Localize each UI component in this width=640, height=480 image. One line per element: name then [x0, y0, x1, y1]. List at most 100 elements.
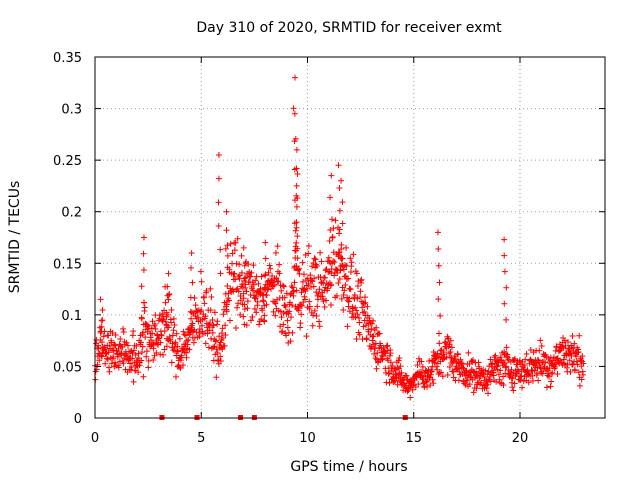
- data-point: [140, 329, 147, 336]
- data-point: [370, 333, 377, 340]
- data-point: [115, 345, 122, 352]
- data-point: [261, 318, 268, 325]
- data-point: [208, 293, 215, 300]
- data-point: [222, 332, 229, 339]
- data-point: [185, 336, 192, 343]
- data-point: [387, 350, 394, 357]
- data-point: [240, 313, 247, 320]
- data-point: [580, 360, 587, 367]
- data-point: [97, 296, 104, 303]
- data-point: [234, 235, 241, 242]
- data-point: [567, 349, 574, 356]
- data-point: [163, 309, 170, 316]
- data-point: [482, 367, 489, 374]
- data-point: [503, 344, 510, 351]
- data-point: [141, 304, 148, 311]
- data-point: [221, 342, 228, 349]
- data-point: [575, 369, 582, 376]
- data-point: [529, 377, 536, 384]
- data-point: [164, 283, 171, 290]
- data-point: [271, 281, 278, 288]
- data-point: [112, 331, 119, 338]
- y-tick-label: 0.1: [61, 309, 82, 324]
- data-point: [241, 262, 248, 269]
- data-point: [493, 363, 500, 370]
- data-point: [340, 291, 347, 298]
- data-point: [385, 370, 392, 377]
- data-point: [381, 349, 388, 356]
- data-point: [538, 342, 545, 349]
- data-point: [120, 329, 127, 336]
- data-point: [224, 242, 231, 249]
- data-point: [99, 349, 106, 356]
- data-point: [503, 284, 510, 291]
- data-point: [301, 293, 308, 300]
- data-point: [435, 296, 442, 303]
- data-point: [523, 350, 530, 357]
- data-point: [152, 326, 159, 333]
- data-point: [193, 329, 200, 336]
- data-point: [535, 377, 542, 384]
- data-point: [372, 355, 379, 362]
- data-point: [157, 351, 164, 358]
- data-point: [192, 302, 199, 309]
- data-point: [292, 227, 299, 234]
- data-point: [232, 325, 239, 332]
- data-point: [316, 286, 323, 293]
- data-point: [374, 349, 381, 356]
- data-point: [97, 328, 104, 335]
- data-point: [341, 262, 348, 269]
- data-point: [232, 239, 239, 246]
- data-point: [290, 105, 297, 112]
- data-point: [182, 332, 189, 339]
- data-point: [98, 317, 105, 324]
- data-point: [318, 258, 325, 265]
- data-point: [446, 363, 453, 370]
- data-point: [250, 262, 257, 269]
- data-point: [433, 363, 440, 370]
- data-point: [324, 285, 331, 292]
- data-point: [293, 287, 300, 294]
- data-point: [552, 363, 559, 370]
- data-point: [485, 390, 492, 397]
- data-point: [151, 320, 158, 327]
- data-point: [168, 319, 175, 326]
- data-point: [198, 278, 205, 285]
- data-point: [255, 280, 262, 287]
- data-point: [234, 304, 241, 311]
- data-point: [219, 325, 226, 332]
- data-point: [158, 332, 165, 339]
- data-point: [284, 317, 291, 324]
- data-point: [328, 281, 335, 288]
- data-point: [396, 354, 403, 361]
- data-point: [158, 316, 165, 323]
- data-point: [465, 349, 472, 356]
- data-point: [579, 353, 586, 360]
- data-point: [173, 352, 180, 359]
- data-point: [537, 337, 544, 344]
- data-point: [173, 330, 180, 337]
- data-point: [330, 225, 337, 232]
- data-point: [112, 342, 119, 349]
- data-point: [298, 302, 305, 309]
- data-point: [299, 259, 306, 266]
- data-point: [338, 241, 345, 248]
- data-point: [174, 343, 181, 350]
- data-point: [500, 373, 507, 380]
- data-point: [326, 238, 333, 245]
- data-point: [377, 342, 384, 349]
- data-point: [435, 229, 442, 236]
- data-point: [357, 288, 364, 295]
- x-tick-label: 20: [512, 431, 529, 446]
- data-point: [311, 255, 318, 262]
- data-point: [522, 356, 529, 363]
- data-point: [428, 368, 435, 375]
- x-tick-label: 0: [91, 431, 99, 446]
- data-point: [241, 301, 248, 308]
- data-point: [250, 281, 257, 288]
- data-point: [336, 249, 343, 256]
- data-point: [512, 355, 519, 362]
- data-point: [466, 381, 473, 388]
- data-point: [256, 321, 263, 328]
- data-point: [165, 270, 172, 277]
